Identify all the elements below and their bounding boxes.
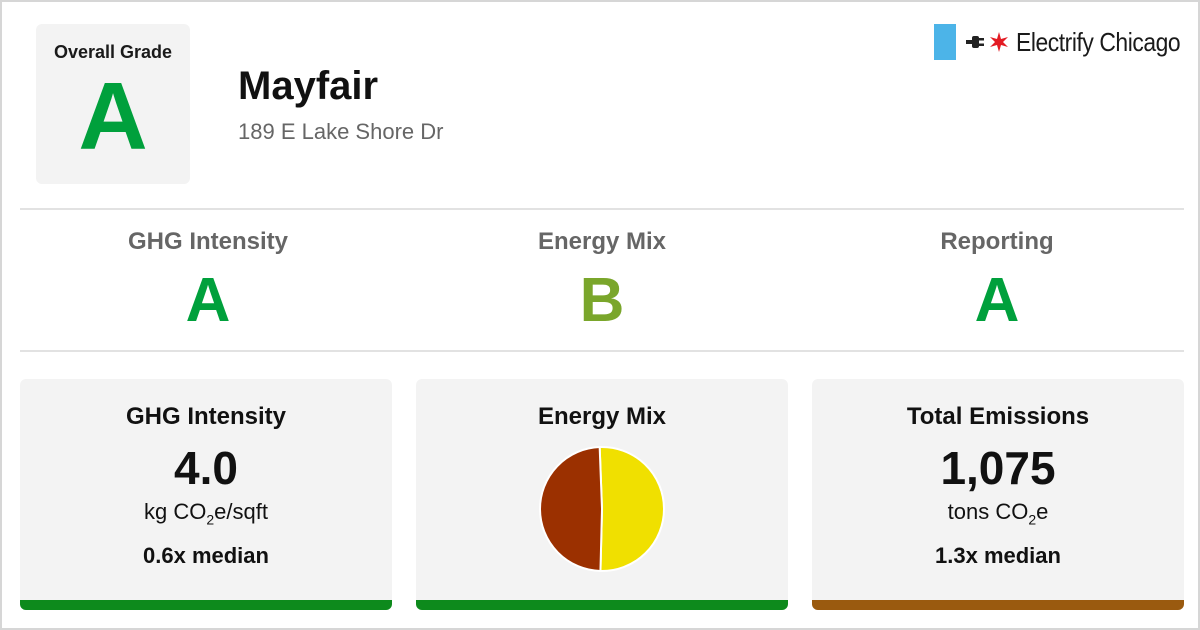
total-emissions-median: 1.3x median <box>935 543 1061 569</box>
overall-grade-label: Overall Grade <box>53 42 173 62</box>
subgrade-ghg-intensity: GHG Intensity A <box>18 228 398 332</box>
flag-icon <box>934 24 956 60</box>
card-title: Energy Mix <box>537 403 667 430</box>
unit-suffix: e/sqft <box>214 499 268 524</box>
brand-name: Electrify Chicago <box>1016 26 1181 57</box>
star-icon <box>990 32 1008 52</box>
divider <box>20 350 1184 352</box>
subgrade-grade: A <box>185 266 231 335</box>
subgrade-grade: A <box>974 266 1020 335</box>
pie-slice-0 <box>598 446 665 572</box>
unit-suffix: e <box>1036 499 1049 524</box>
subgrade-label: Reporting <box>940 228 1054 255</box>
ghg-intensity-value: 4.0 <box>174 442 238 494</box>
overall-grade-box: Overall Grade A <box>36 24 190 184</box>
total-emissions-unit: tons CO2e <box>812 499 1184 527</box>
energy-mix-card: Energy Mix <box>416 379 788 610</box>
divider <box>20 208 1184 210</box>
subgrade-reporting: Reporting A <box>807 228 1187 332</box>
card-accent-bar <box>20 600 392 610</box>
ghg-intensity-unit: kg CO2e/sqft <box>20 499 392 527</box>
unit-prefix: tons CO <box>947 499 1029 524</box>
total-emissions-value: 1,075 <box>940 442 1056 494</box>
building-name: Mayfair <box>238 64 379 108</box>
total-emissions-card: Total Emissions 1,075 tons CO2e 1.3x med… <box>812 379 1184 610</box>
card-accent-bar <box>416 600 788 610</box>
ghg-intensity-median: 0.6x median <box>143 543 269 569</box>
unit-prefix: kg CO <box>144 499 207 524</box>
card-title: GHG Intensity <box>125 403 287 430</box>
unit-subscript: 2 <box>1028 511 1037 528</box>
brand-logo[interactable]: Electrify Chicago <box>934 24 1200 60</box>
building-address: 189 E Lake Shore Dr <box>238 119 444 144</box>
card-accent-bar <box>812 600 1184 610</box>
energy-mix-pie-chart <box>539 446 665 573</box>
subgrade-label: GHG Intensity <box>127 228 289 255</box>
ghg-intensity-card: GHG Intensity 4.0 kg CO2e/sqft 0.6x medi… <box>20 379 392 610</box>
subgrade-energy-mix: Energy Mix B <box>412 228 792 332</box>
subgrade-label: Energy Mix <box>537 228 667 255</box>
plug-icon <box>966 36 984 48</box>
subgrade-grade: B <box>579 266 625 335</box>
card-title: Total Emissions <box>906 403 1090 430</box>
pie-slice-1 <box>539 446 604 573</box>
unit-subscript: 2 <box>206 511 215 528</box>
overall-grade-value: A <box>78 63 148 170</box>
